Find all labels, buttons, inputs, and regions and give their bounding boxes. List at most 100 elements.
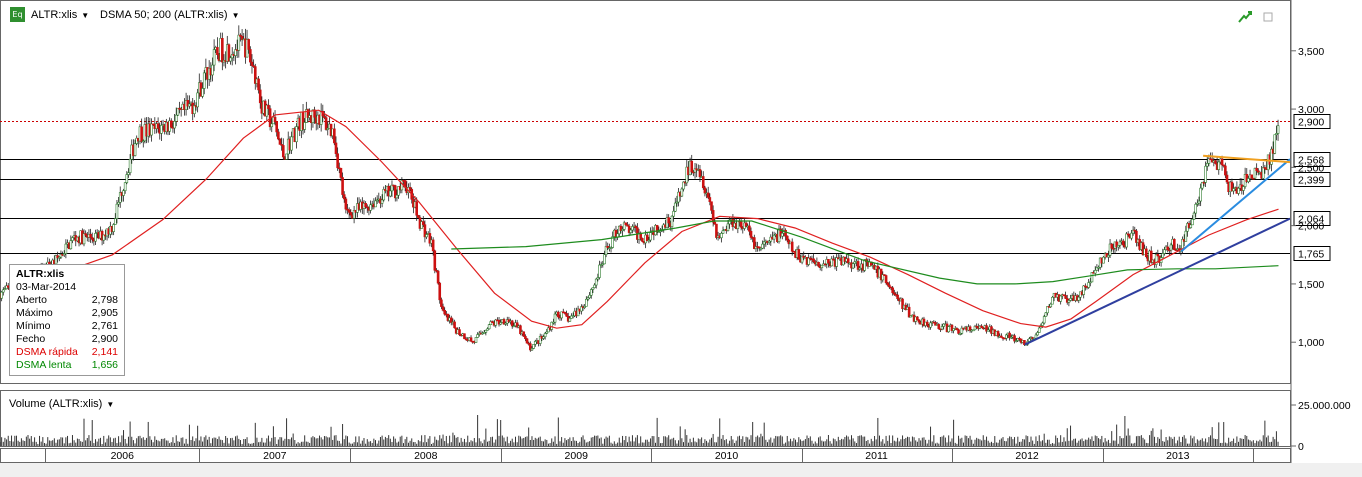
candle-body	[408, 187, 412, 190]
candle-body	[1276, 125, 1280, 134]
symbol-selector[interactable]: ALTR:xlis ▼	[31, 9, 89, 21]
indicator-selector[interactable]: DSMA 50; 200 (ALTR:xlis) ▼	[100, 9, 239, 21]
candle-body	[863, 259, 866, 271]
trend-line	[1024, 217, 1291, 346]
candle-body	[1041, 322, 1044, 326]
candle-body	[334, 142, 338, 155]
candle-body	[112, 224, 115, 232]
candle-body	[1077, 296, 1081, 301]
candle-body	[156, 123, 160, 129]
candle-body	[757, 246, 761, 249]
candle-body	[589, 289, 593, 296]
candle-body	[1242, 186, 1245, 191]
candle-body	[62, 253, 66, 256]
candle-body	[342, 194, 346, 200]
candle-body	[326, 128, 330, 130]
candle-body	[1044, 312, 1048, 317]
maximize-icon[interactable]	[1263, 12, 1273, 22]
candle-body	[626, 224, 629, 227]
candle-body	[720, 233, 723, 239]
candle-body	[1261, 167, 1265, 179]
candle-body	[917, 319, 921, 323]
info-value: 1,656	[91, 359, 118, 371]
candle-body	[972, 329, 975, 332]
candle-body	[82, 233, 86, 245]
candle-body	[1125, 233, 1128, 248]
year-label: 2011	[865, 450, 888, 462]
candle-body	[629, 229, 633, 233]
candle-body	[336, 153, 339, 169]
volume-tick-label: 0	[1298, 441, 1304, 453]
candle-body	[1194, 203, 1198, 214]
candle-body	[1087, 282, 1090, 288]
candle-body	[1222, 164, 1226, 167]
candle-body	[247, 39, 250, 50]
candle-body	[1200, 181, 1204, 189]
candle-body	[583, 306, 586, 308]
data-info-box: ALTR:xlis 03-Mar-2014 Aberto 2,798 Máximo…	[9, 264, 125, 376]
candle-body	[1069, 298, 1072, 301]
candle-body	[883, 274, 886, 276]
info-row-close: Fecho 2,900	[16, 333, 118, 346]
candle-body	[250, 61, 254, 66]
candle-body	[258, 89, 262, 104]
candle-body	[721, 230, 725, 234]
info-value: 2,900	[91, 333, 118, 345]
candle-body	[622, 222, 626, 230]
candle-body	[349, 212, 353, 216]
y-tick-label: 1,000	[1298, 337, 1324, 349]
candle-body	[606, 245, 610, 249]
info-label: DSMA lenta	[16, 359, 72, 371]
info-value: 2,798	[91, 294, 118, 306]
trend-arrow-icon[interactable]	[1238, 11, 1252, 23]
candle-body	[682, 181, 685, 190]
candle-body	[524, 335, 527, 340]
candle-body	[441, 306, 445, 311]
equity-badge-icon[interactable]: Eq	[10, 7, 25, 22]
candle-body	[1145, 248, 1148, 258]
candle-body	[680, 188, 684, 197]
candle-body	[1275, 133, 1278, 136]
candle-body	[596, 277, 600, 280]
candle-body	[744, 222, 748, 227]
candle-body	[469, 337, 473, 342]
candle-body	[333, 128, 336, 144]
volume-selector[interactable]: Volume (ALTR:xlis) ▼	[9, 398, 114, 410]
candle-body	[784, 229, 787, 237]
info-label: DSMA rápida	[16, 346, 78, 358]
candle-body	[1149, 250, 1153, 263]
candle-body	[1253, 167, 1257, 179]
candle-body	[713, 221, 717, 225]
candle-body	[830, 258, 834, 267]
candle-body	[619, 225, 623, 231]
bottom-bar	[0, 463, 1362, 477]
candle-body	[273, 116, 277, 123]
candle-body	[115, 203, 119, 219]
candle-body	[627, 225, 631, 233]
candle-body	[942, 323, 946, 327]
candle-body	[280, 144, 283, 146]
candle-body	[832, 258, 835, 261]
candle-body	[851, 263, 855, 269]
candle-body	[57, 256, 61, 259]
info-label: Aberto	[16, 294, 47, 306]
candle-body	[958, 333, 962, 335]
candle-body	[290, 136, 293, 151]
candle-body	[169, 120, 173, 128]
y-tick-label: 2,000	[1298, 221, 1324, 233]
candle-body	[1230, 181, 1234, 192]
candle-body	[594, 278, 598, 286]
info-row-high: Máximo 2,905	[16, 307, 118, 320]
candle-body	[54, 255, 58, 265]
candle-body	[588, 294, 591, 299]
candle-body	[550, 321, 554, 330]
candle-body	[529, 343, 532, 351]
candle-body	[188, 103, 191, 107]
candle-body	[1196, 202, 1199, 205]
info-row-fast-ma: DSMA rápida 2,141	[16, 346, 118, 359]
candle-body	[140, 126, 143, 142]
candle-body	[1256, 170, 1260, 173]
candle-body	[227, 44, 231, 62]
candle-body	[285, 153, 288, 160]
candle-body	[827, 259, 830, 264]
